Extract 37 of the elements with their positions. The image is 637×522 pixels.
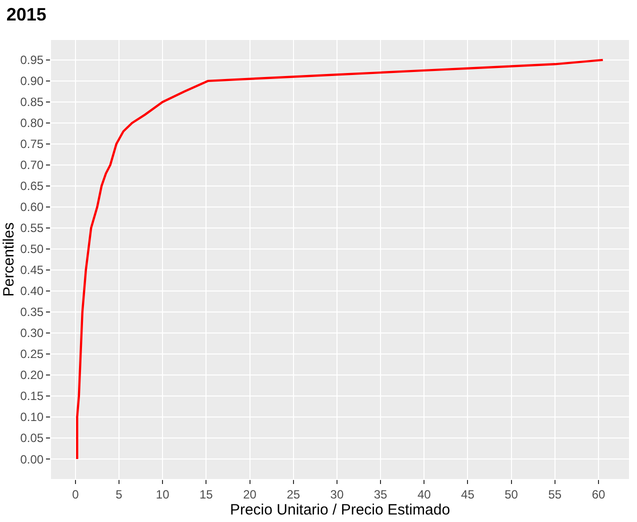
y-tick-label: 0.65: [20, 179, 44, 194]
y-tick-label: 0.55: [20, 221, 44, 236]
x-tick-label: 35: [374, 487, 388, 502]
x-tick-label: 5: [116, 487, 123, 502]
y-tick-label: 0.45: [20, 263, 44, 278]
y-tick-label: 0.50: [20, 242, 44, 256]
y-tick-label: 0.10: [20, 410, 44, 424]
x-tick-label: 20: [243, 487, 257, 502]
x-tick-label: 0: [72, 487, 80, 502]
x-axis-title: Precio Unitario / Precio Estimado: [230, 501, 450, 518]
line-series: [76, 58, 604, 460]
x-tick-label: 30: [330, 487, 344, 502]
x-tick-label: 40: [417, 487, 432, 502]
x-tick-label: 55: [548, 487, 562, 502]
y-tick-label: 0.20: [20, 368, 44, 382]
x-tick-label: 25: [286, 487, 300, 502]
y-tick-label: 0.15: [20, 389, 44, 404]
x-tick-label: 50: [504, 487, 518, 502]
x-tick-label: 15: [200, 487, 214, 502]
y-tick-label: 0.40: [20, 284, 44, 298]
x-tick-label: 10: [156, 487, 170, 502]
y-tick-label: 0.25: [20, 347, 44, 362]
y-tick-label: 0.90: [20, 74, 44, 88]
y-tick-label: 0.00: [20, 452, 44, 466]
y-tick-label: 0.95: [20, 53, 44, 68]
y-tick-label: 0.85: [20, 95, 44, 110]
y-tick-label: 0.75: [20, 137, 44, 152]
chart-title: 2015: [6, 4, 46, 24]
x-tick-label: 60: [592, 487, 606, 502]
x-tick-label: 45: [461, 487, 475, 502]
y-axis-title: Percentiles: [0, 222, 18, 297]
y-tick-label: 0.60: [20, 200, 44, 214]
y-tick-label: 0.80: [20, 116, 44, 130]
y-tick-label: 0.05: [20, 431, 44, 446]
y-tick-label: 0.35: [20, 305, 44, 320]
y-tick-label: 0.30: [20, 326, 44, 340]
y-tick-label: 0.70: [20, 158, 44, 172]
